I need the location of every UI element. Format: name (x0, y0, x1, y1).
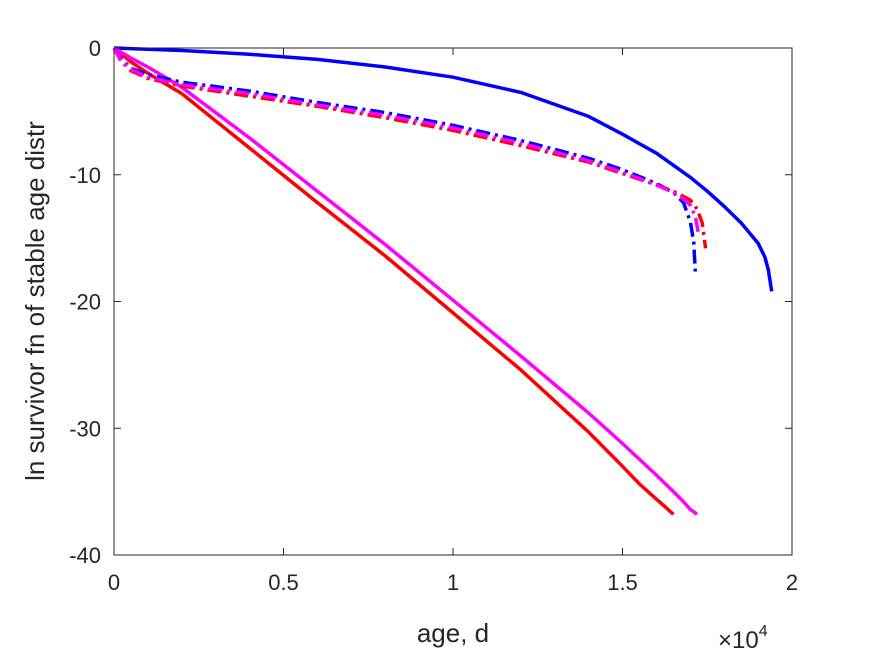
x-axis-multiplier-exponent: 4 (759, 623, 768, 640)
x-axis-label: age, d (417, 618, 489, 648)
ticks-layer (113, 47, 793, 556)
x-tick-label: 0 (108, 570, 120, 595)
x-tick-label: 0.5 (268, 570, 299, 595)
series-layer (112, 46, 774, 516)
x-tick-label: 1 (447, 570, 459, 595)
y-tick-label: -20 (69, 290, 101, 315)
series-line-5 (112, 47, 708, 249)
x-tick-label: 1.5 (607, 570, 638, 595)
y-tick-labels: 0 -10 -20 -30 -40 (69, 36, 101, 568)
y-axis-label: ln survivor fn of stable age distr (20, 121, 50, 481)
x-axis-multiplier: ×104 (718, 623, 768, 654)
y-tick-label: -10 (69, 163, 101, 188)
x-tick-labels: 0 0.5 1 1.5 2 (108, 570, 798, 595)
y-tick-label: -40 (69, 543, 101, 568)
x-axis-multiplier-base: ×10 (718, 627, 759, 654)
series-line-4 (112, 47, 698, 274)
y-tick-label: 0 (89, 36, 101, 61)
series-line-1 (113, 46, 774, 292)
y-tick-label: -30 (69, 416, 101, 441)
x-tick-label: 2 (786, 570, 798, 595)
series-line-6 (112, 47, 701, 236)
